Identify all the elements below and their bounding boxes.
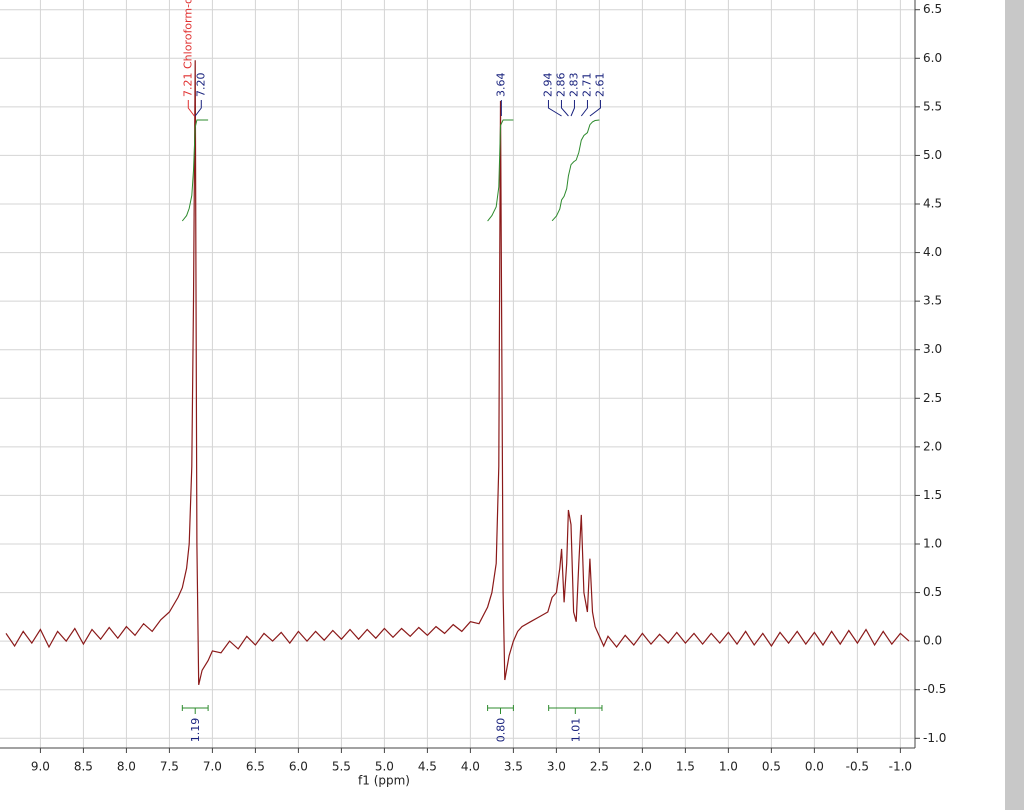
x-axis-label: f1 (ppm) <box>358 774 410 788</box>
x-tick-label: 7.5 <box>160 760 179 774</box>
y-tick-label: 6.0 <box>923 51 942 65</box>
y-tick-label: 1.5 <box>923 488 942 502</box>
peak-label: 2.61 <box>593 73 606 98</box>
peak-label: 2.86 <box>554 73 567 98</box>
x-tick-label: 2.0 <box>633 760 652 774</box>
integral-label: 0.80 <box>494 718 507 743</box>
y-tick-label: 0.0 <box>923 634 942 648</box>
x-tick-label: 7.0 <box>203 760 222 774</box>
y-tick-label: -0.5 <box>923 682 946 696</box>
peak-label: 2.94 <box>541 73 554 98</box>
x-tick-label: 0.5 <box>762 760 781 774</box>
integral-curve <box>487 119 514 222</box>
x-tick-label: -0.5 <box>846 760 869 774</box>
y-tick-label: 6.5 <box>923 2 942 16</box>
y-tick-label: 3.0 <box>923 342 942 356</box>
x-tick-label: 6.0 <box>289 760 308 774</box>
x-tick-label: 2.5 <box>590 760 609 774</box>
x-tick-label: 6.5 <box>246 760 265 774</box>
x-tick-label: 5.5 <box>332 760 351 774</box>
y-tick-label: 3.5 <box>923 294 942 308</box>
peak-label: 2.83 <box>567 73 580 98</box>
peak-connector <box>570 100 575 117</box>
x-tick-label: 5.0 <box>375 760 394 774</box>
peak-label: 2.71 <box>580 73 593 98</box>
x-tick-label: 3.5 <box>504 760 523 774</box>
y-tick-label: 5.5 <box>923 99 942 113</box>
y-tick-label: 4.5 <box>923 197 942 211</box>
x-tick-label: 1.5 <box>676 760 695 774</box>
peak-connector <box>560 100 569 117</box>
x-tick-label: 1.0 <box>719 760 738 774</box>
y-tick-label: 2.5 <box>923 391 942 405</box>
integral-label: 1.01 <box>569 718 582 743</box>
x-tick-label: 4.5 <box>418 760 437 774</box>
x-tick-label: 8.5 <box>74 760 93 774</box>
peak-label: 7.20 <box>194 73 207 98</box>
x-tick-label: 8.0 <box>117 760 136 774</box>
spectrum-line <box>5 60 910 686</box>
scrollbar[interactable] <box>1005 0 1024 810</box>
peak-label: 7.21 Chloroform-d <box>181 0 194 97</box>
integral-curve <box>181 119 209 222</box>
y-tick-label: 0.5 <box>923 585 942 599</box>
peak-label: 3.64 <box>494 73 507 98</box>
integral-label: 1.19 <box>189 718 202 743</box>
x-tick-label: 9.0 <box>31 760 50 774</box>
y-tick-label: 5.0 <box>923 148 942 162</box>
x-tick-label: 3.0 <box>547 760 566 774</box>
y-tick-label: -1.0 <box>923 731 946 745</box>
y-tick-label: 2.0 <box>923 439 942 453</box>
peak-connector <box>580 100 588 117</box>
peak-connector <box>187 100 195 117</box>
peak-connector <box>547 100 562 117</box>
y-tick-label: 1.0 <box>923 537 942 551</box>
peak-connector <box>194 100 202 117</box>
integral-curve <box>551 119 600 222</box>
y-tick-label: 4.0 <box>923 245 942 259</box>
x-tick-label: -1.0 <box>889 760 912 774</box>
peak-connector <box>589 100 601 117</box>
x-tick-label: 0.0 <box>805 760 824 774</box>
x-tick-label: 4.0 <box>461 760 480 774</box>
